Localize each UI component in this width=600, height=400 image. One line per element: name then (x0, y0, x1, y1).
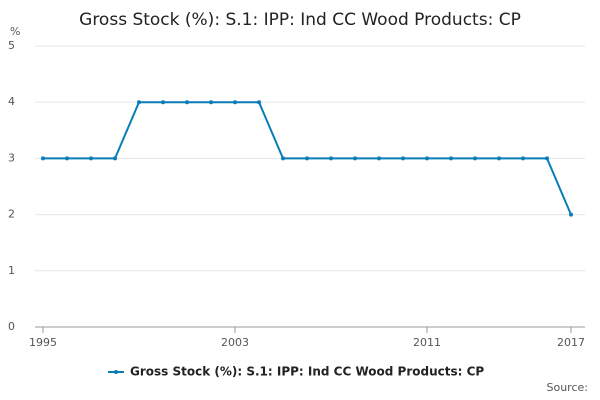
y-tick-label: 5 (8, 39, 15, 52)
point (185, 100, 189, 105)
y-tick-label: 4 (8, 95, 15, 108)
point (545, 156, 549, 161)
point (449, 156, 453, 161)
legend-label: Gross Stock (%): S.1: IPP: Ind CC Wood P… (130, 365, 484, 379)
chart-title: Gross Stock (%): S.1: IPP: Ind CC Wood P… (79, 10, 521, 30)
point (377, 156, 381, 161)
y-tick-label: 0 (8, 320, 15, 333)
point (209, 100, 213, 105)
y-axis-label: % (10, 25, 20, 38)
point (497, 156, 501, 161)
point (569, 212, 573, 217)
point (137, 100, 141, 105)
point (113, 156, 117, 161)
point (353, 156, 357, 161)
point (281, 156, 285, 161)
point (305, 156, 309, 161)
point (65, 156, 69, 161)
point (89, 156, 93, 161)
y-tick-label: 3 (8, 151, 15, 164)
legend-marker (114, 370, 118, 374)
x-tick-label: 2011 (413, 336, 441, 349)
point (233, 100, 237, 105)
point (425, 156, 429, 161)
point (473, 156, 477, 161)
point (41, 156, 45, 161)
source: Source: (547, 381, 589, 394)
x-tick-label: 2003 (221, 336, 249, 349)
point (161, 100, 165, 105)
x-tick-label: 1995 (29, 336, 57, 349)
point (257, 100, 261, 105)
y-tick-label: 2 (8, 208, 15, 221)
point (401, 156, 405, 161)
x-tick-label: 2017 (557, 336, 585, 349)
y-tick-label: 1 (8, 264, 15, 277)
point (521, 156, 525, 161)
point (329, 156, 333, 161)
